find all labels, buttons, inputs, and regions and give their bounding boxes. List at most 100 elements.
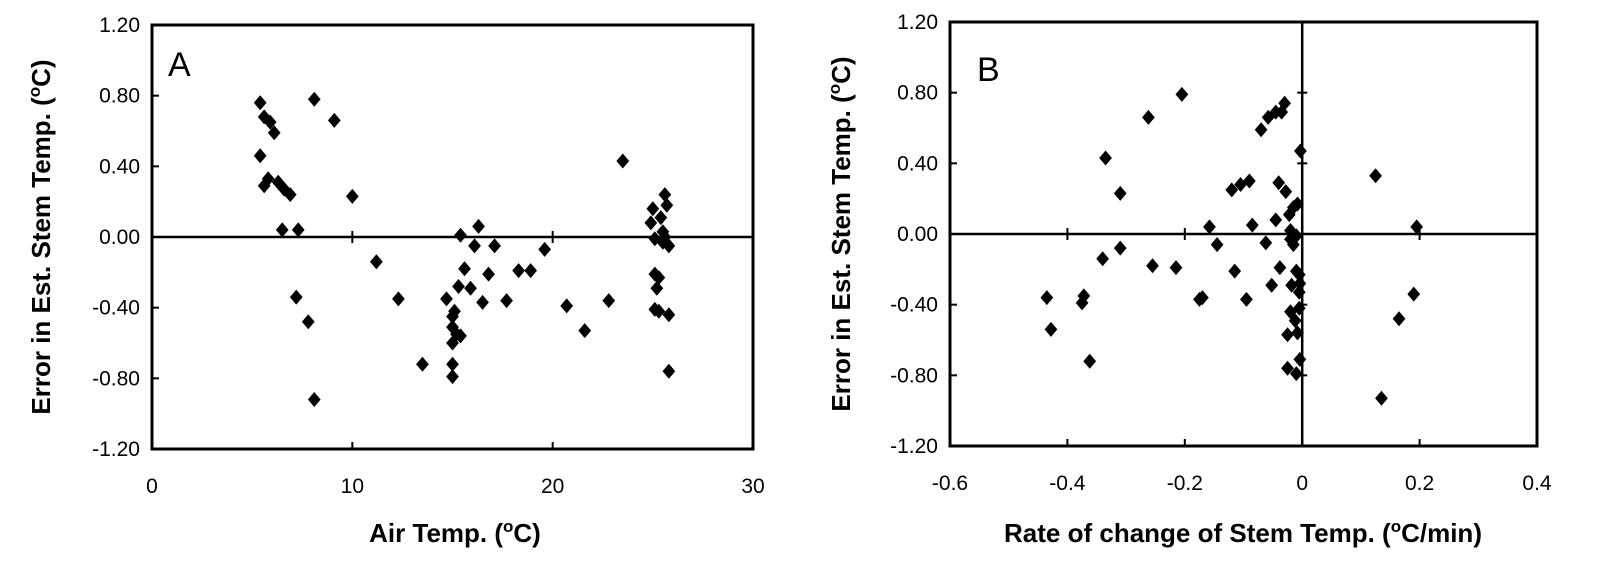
data-point (1279, 184, 1293, 200)
data-point (1294, 143, 1307, 159)
data-point (646, 201, 660, 217)
data-point (1292, 267, 1306, 283)
data-point (1289, 228, 1303, 244)
data-point (1254, 122, 1268, 138)
x-axis-title: Rate of change of Stem Temp. (oC/min) (1004, 517, 1482, 548)
data-point (658, 187, 672, 203)
data-point (1040, 290, 1054, 306)
axis-ticks (151, 24, 754, 450)
data-point (1278, 95, 1291, 111)
data-point (416, 356, 429, 372)
x-tick-label: -0.6 (932, 472, 968, 495)
data-points (1040, 86, 1424, 406)
x-tick-label: 0 (146, 475, 158, 498)
data-point (446, 356, 459, 372)
y-tick-label: -0.40 (92, 297, 140, 320)
data-point (1291, 325, 1304, 341)
data-point (1292, 284, 1306, 300)
y-tick-label: 0.40 (99, 155, 140, 178)
y-tick-label: -1.20 (890, 435, 938, 458)
y-axis-title: Error in Est. Stem Temp. (oC) (825, 56, 856, 411)
y-axis-title: Error in Est. Stem Temp. (oC) (25, 59, 56, 414)
data-point (458, 261, 471, 277)
data-point (1225, 182, 1239, 198)
data-point (1242, 173, 1256, 189)
y-tick-label: 0.00 (897, 223, 938, 246)
data-point (472, 218, 485, 234)
data-point (454, 227, 467, 243)
panel-a: 1.20 0.80 0.40 0.00 -0.40 -0.80 -1.20 0 10 20 30 A… (25, 14, 765, 548)
data-point (253, 148, 267, 164)
data-point (1196, 290, 1209, 306)
data-point (301, 314, 315, 330)
data-point (392, 291, 405, 307)
data-point (524, 263, 538, 279)
data-point (1240, 291, 1253, 307)
data-point (654, 210, 668, 226)
data-point (1113, 240, 1127, 256)
data-point (263, 114, 277, 130)
data-point (602, 293, 616, 309)
panel-b: 1.200.800.400.00-0.40-0.80-1.20-0.6 -0.4-… (825, 11, 1552, 548)
y-tick-label: -1.20 (92, 438, 140, 461)
data-point (662, 238, 676, 254)
data-point (1044, 321, 1058, 337)
data-point (267, 125, 281, 141)
data-point (476, 294, 489, 310)
data-point (1410, 219, 1424, 235)
data-point (446, 369, 459, 385)
panel-label: B (977, 51, 1000, 89)
x-tick-label: 10 (341, 475, 364, 498)
y-tick-label: 0.00 (99, 226, 140, 249)
data-point (369, 254, 383, 270)
data-point (1083, 353, 1097, 369)
data-point (650, 280, 664, 296)
data-point (1369, 168, 1382, 184)
data-point (488, 238, 501, 254)
tick-labels: 1.20 0.80 0.40 0.00 -0.40 -0.80 -1.20 0 10 20 30 (92, 14, 765, 498)
y-tick-label: -0.80 (890, 364, 938, 387)
data-point (454, 328, 467, 344)
data-point (345, 188, 359, 204)
data-point (1407, 286, 1421, 302)
data-point (261, 171, 275, 187)
data-point (616, 153, 630, 169)
data-point (560, 298, 574, 314)
tick-labels: 1.200.800.400.00-0.40-0.80-1.20-0.6 -0.4-… (890, 11, 1552, 495)
data-point (652, 303, 666, 319)
data-point (482, 266, 495, 282)
data-point (1292, 300, 1306, 316)
data-point (652, 270, 666, 286)
data-point (1293, 351, 1307, 367)
data-point (512, 263, 525, 279)
data-point (1203, 219, 1216, 235)
x-tick-label: 0.2 (1405, 472, 1434, 495)
data-point (1288, 313, 1302, 329)
y-tick-label: 1.20 (99, 14, 140, 37)
x-tick-label: -0.2 (1167, 472, 1203, 495)
data-point (446, 335, 459, 351)
data-point (1146, 258, 1159, 274)
data-point (253, 95, 267, 111)
data-point (1291, 196, 1304, 212)
data-point (500, 293, 513, 309)
x-tick-label: 30 (741, 475, 764, 498)
data-point (1265, 277, 1279, 293)
data-point (291, 222, 305, 238)
data-point (1099, 150, 1112, 166)
data-point (1392, 311, 1406, 327)
data-point (307, 392, 321, 408)
data-point (1289, 366, 1303, 382)
data-point (1077, 288, 1091, 304)
data-point (1293, 275, 1307, 291)
data-point (1175, 86, 1189, 102)
data-point (1259, 235, 1273, 251)
y-tick-label: -0.80 (92, 367, 140, 390)
data-point (1142, 109, 1155, 125)
y-tick-label: 0.80 (897, 82, 938, 105)
panel-label: A (168, 46, 191, 84)
x-tick-label: 20 (541, 475, 564, 498)
data-point (468, 238, 481, 254)
data-point (1375, 390, 1388, 406)
